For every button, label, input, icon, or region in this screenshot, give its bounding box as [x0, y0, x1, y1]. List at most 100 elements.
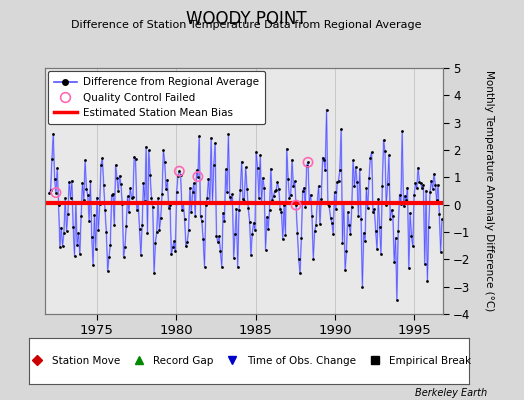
- Point: [290, 178, 299, 184]
- Point: [276, 206, 285, 212]
- Point: [422, 188, 430, 194]
- Point: [409, 243, 417, 250]
- Point: [263, 214, 271, 220]
- Point: [73, 242, 81, 249]
- Point: [57, 224, 66, 231]
- Point: [106, 241, 115, 248]
- Point: [119, 253, 128, 260]
- Point: [277, 208, 286, 215]
- Point: [74, 230, 83, 236]
- Point: [336, 167, 344, 173]
- Point: [89, 262, 97, 268]
- Point: [196, 213, 205, 220]
- Point: [86, 178, 95, 184]
- Point: [436, 248, 445, 255]
- Point: [434, 182, 442, 188]
- Point: [78, 180, 86, 186]
- Point: [405, 265, 413, 271]
- Point: [369, 209, 377, 215]
- Point: [287, 192, 295, 198]
- Point: [88, 234, 96, 240]
- Point: [329, 231, 337, 237]
- Point: [332, 206, 340, 212]
- Point: [385, 152, 393, 158]
- Point: [68, 177, 76, 184]
- Point: [151, 240, 160, 246]
- Point: [293, 230, 302, 236]
- Point: [247, 252, 255, 258]
- Point: [415, 179, 423, 186]
- Point: [358, 284, 367, 290]
- Point: [275, 186, 283, 192]
- Point: [95, 200, 104, 207]
- Point: [412, 185, 421, 192]
- Point: [243, 186, 251, 192]
- Point: [175, 168, 183, 174]
- Point: [194, 173, 202, 180]
- Point: [357, 216, 365, 222]
- Point: [170, 238, 178, 244]
- Point: [162, 186, 170, 192]
- Point: [356, 166, 364, 172]
- Point: [93, 194, 101, 201]
- Point: [281, 231, 290, 238]
- Point: [259, 175, 267, 181]
- Point: [292, 202, 300, 208]
- Point: [94, 227, 103, 234]
- Point: [374, 196, 383, 202]
- Point: [435, 211, 443, 217]
- Point: [372, 228, 380, 234]
- Point: [424, 223, 433, 230]
- Point: [115, 172, 124, 179]
- Point: [384, 181, 392, 187]
- Point: [224, 131, 233, 137]
- Point: [61, 195, 69, 202]
- Point: [90, 212, 99, 218]
- Point: [322, 106, 331, 113]
- Point: [234, 264, 242, 271]
- Point: [235, 207, 243, 213]
- Point: [407, 233, 416, 239]
- Point: [341, 267, 350, 274]
- Point: [214, 239, 222, 245]
- Point: [251, 227, 259, 233]
- Point: [102, 228, 111, 235]
- Point: [70, 253, 79, 260]
- Point: [347, 204, 356, 210]
- Point: [429, 185, 437, 192]
- Point: [103, 268, 112, 274]
- Point: [252, 148, 260, 155]
- Point: [256, 152, 265, 158]
- Point: [254, 165, 262, 171]
- Point: [342, 248, 351, 254]
- Point: [155, 226, 163, 233]
- Point: [379, 137, 388, 143]
- Point: [240, 198, 248, 204]
- Point: [353, 179, 361, 186]
- Point: [282, 146, 291, 152]
- Point: [339, 240, 347, 246]
- Point: [80, 197, 88, 203]
- Point: [56, 243, 64, 250]
- Point: [113, 175, 121, 182]
- Point: [308, 212, 316, 219]
- Point: [92, 246, 100, 252]
- Point: [362, 185, 370, 192]
- Point: [210, 162, 218, 168]
- Point: [191, 212, 200, 219]
- Point: [127, 195, 136, 201]
- Point: [225, 194, 234, 200]
- Point: [375, 224, 384, 230]
- Point: [272, 186, 280, 193]
- Point: [403, 184, 412, 191]
- Point: [82, 186, 91, 192]
- Point: [431, 182, 440, 188]
- Point: [222, 166, 230, 172]
- Point: [117, 181, 125, 187]
- Point: [402, 197, 410, 203]
- Point: [288, 156, 296, 163]
- Point: [54, 202, 63, 208]
- Point: [427, 178, 435, 184]
- Point: [100, 182, 108, 188]
- Point: [320, 156, 328, 163]
